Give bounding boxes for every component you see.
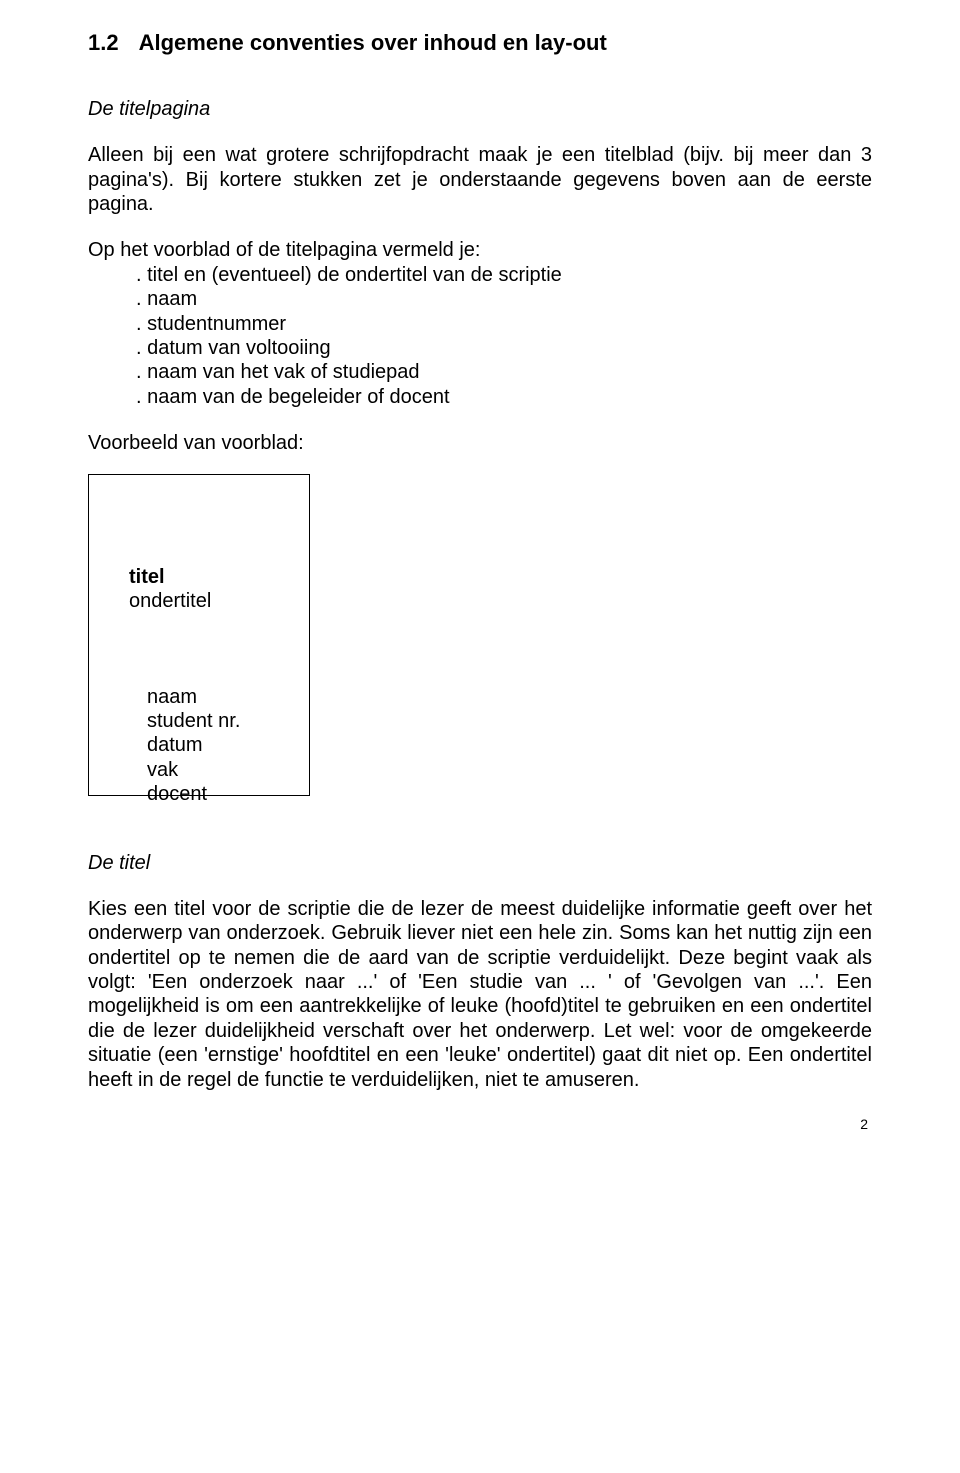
list-item: . datum van voltooiing (136, 336, 872, 360)
list-item: . naam (136, 287, 872, 311)
para-titelpagina-1: Alleen bij een wat grotere schrijfopdrac… (88, 143, 872, 216)
list-item: . studentnummer (136, 312, 872, 336)
page-number: 2 (88, 1116, 872, 1133)
section-title-text: Algemene conventies over inhoud en lay-o… (139, 30, 607, 55)
voorblad-detail-line: vak (147, 758, 240, 782)
example-label: Voorbeeld van voorblad: (88, 431, 872, 455)
voorblad-title: titel (129, 565, 211, 589)
voorblad-detail-block: naam student nr. datum vak docent (147, 685, 240, 807)
list-item: . naam van de begeleider of docent (136, 385, 872, 409)
para-voorblad-intro: Op het voorblad of de titelpagina vermel… (88, 238, 872, 262)
voorblad-title-block: titel ondertitel (129, 565, 211, 614)
voorblad-detail-line: naam (147, 685, 240, 709)
subheading-titel: De titel (88, 851, 872, 875)
section-heading: 1.2 Algemene conventies over inhoud en la… (88, 30, 872, 57)
subheading-titelpagina: De titelpagina (88, 97, 872, 121)
list-item: . titel en (eventueel) de ondertitel van… (136, 263, 872, 287)
list-item: . naam van het vak of studiepad (136, 360, 872, 384)
section-number: 1.2 (88, 30, 119, 57)
voorblad-subtitle: ondertitel (129, 589, 211, 613)
voorblad-detail-line: docent (147, 782, 240, 806)
voorblad-detail-line: student nr. (147, 709, 240, 733)
para-titel-1: Kies een titel voor de scriptie die de l… (88, 897, 872, 1092)
voorblad-detail-line: datum (147, 733, 240, 757)
voorblad-example-box: titel ondertitel naam student nr. datum … (88, 474, 310, 796)
